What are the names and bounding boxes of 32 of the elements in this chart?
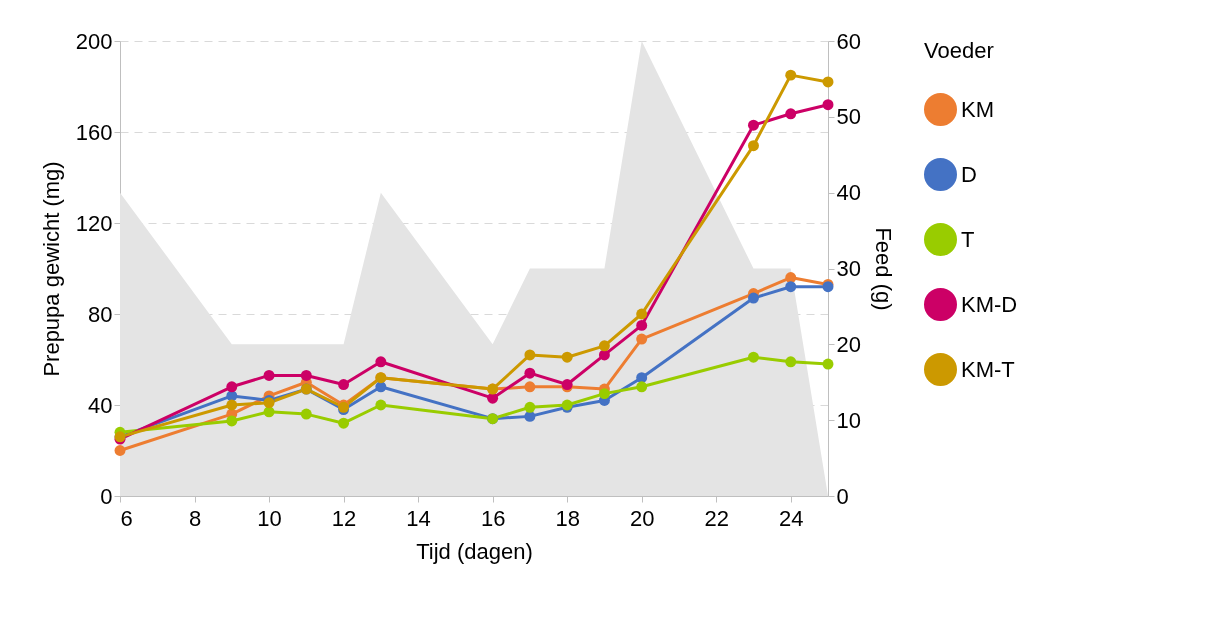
x-tick-label: 22 bbox=[704, 505, 729, 531]
y-tick-label: 80 bbox=[88, 301, 113, 327]
x-tick-label: 24 bbox=[778, 505, 804, 531]
legend-label: T bbox=[961, 226, 975, 252]
x-tick-label: 6 bbox=[120, 505, 133, 531]
legend-label: KM bbox=[961, 96, 994, 122]
y-axis-title: Prepupa gewicht (mg) bbox=[38, 161, 64, 377]
legend-label: KM-D bbox=[961, 291, 1018, 317]
y2-tick-label: 30 bbox=[836, 256, 861, 281]
x-tick-label: 12 bbox=[331, 505, 357, 531]
legend-title: Voeder bbox=[924, 38, 994, 63]
y-tick-label: 160 bbox=[75, 119, 113, 145]
legend-label: D bbox=[961, 161, 977, 187]
y2-tick-label: 50 bbox=[836, 104, 861, 130]
y2-tick-label: 20 bbox=[836, 331, 861, 357]
y-tick-label: 40 bbox=[88, 392, 113, 418]
y-tick-label: 200 bbox=[75, 28, 113, 54]
y2-tick-label: 40 bbox=[836, 180, 861, 206]
x-tick-label: 14 bbox=[406, 505, 431, 531]
x-tick-label: 10 bbox=[257, 505, 282, 531]
x-axis-title: Tijd (dagen) bbox=[416, 538, 533, 564]
legend-label: KM-T bbox=[961, 356, 1015, 382]
x-tick-label: 8 bbox=[188, 505, 202, 531]
y2-tick-label: 0 bbox=[836, 483, 849, 509]
x-tick-label: 20 bbox=[629, 505, 655, 531]
y2-axis-title: Feed (g) bbox=[870, 227, 896, 311]
x-tick-label: 16 bbox=[480, 505, 506, 531]
y2-tick-label: 10 bbox=[836, 407, 861, 433]
y2-tick-label: 60 bbox=[836, 28, 861, 54]
y-tick-label: 120 bbox=[75, 210, 113, 236]
x-tick-label: 18 bbox=[555, 505, 580, 531]
y-tick-label: 0 bbox=[100, 483, 113, 509]
